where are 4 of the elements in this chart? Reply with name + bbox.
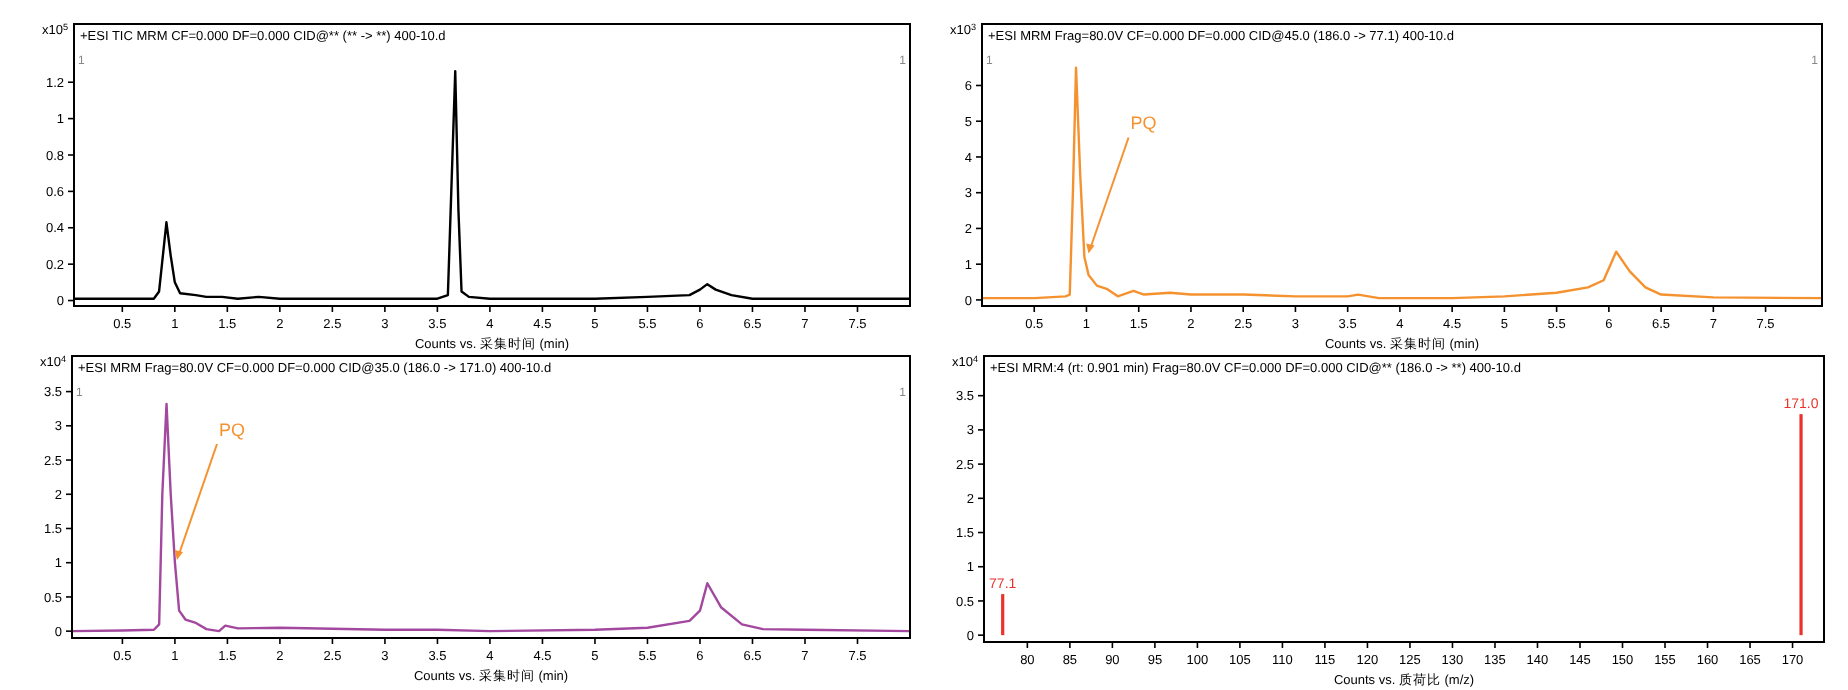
line-series (982, 66, 1822, 300)
annotation: PQ (1130, 113, 1157, 134)
line-series (72, 402, 910, 633)
annotation: PQ (219, 419, 246, 440)
